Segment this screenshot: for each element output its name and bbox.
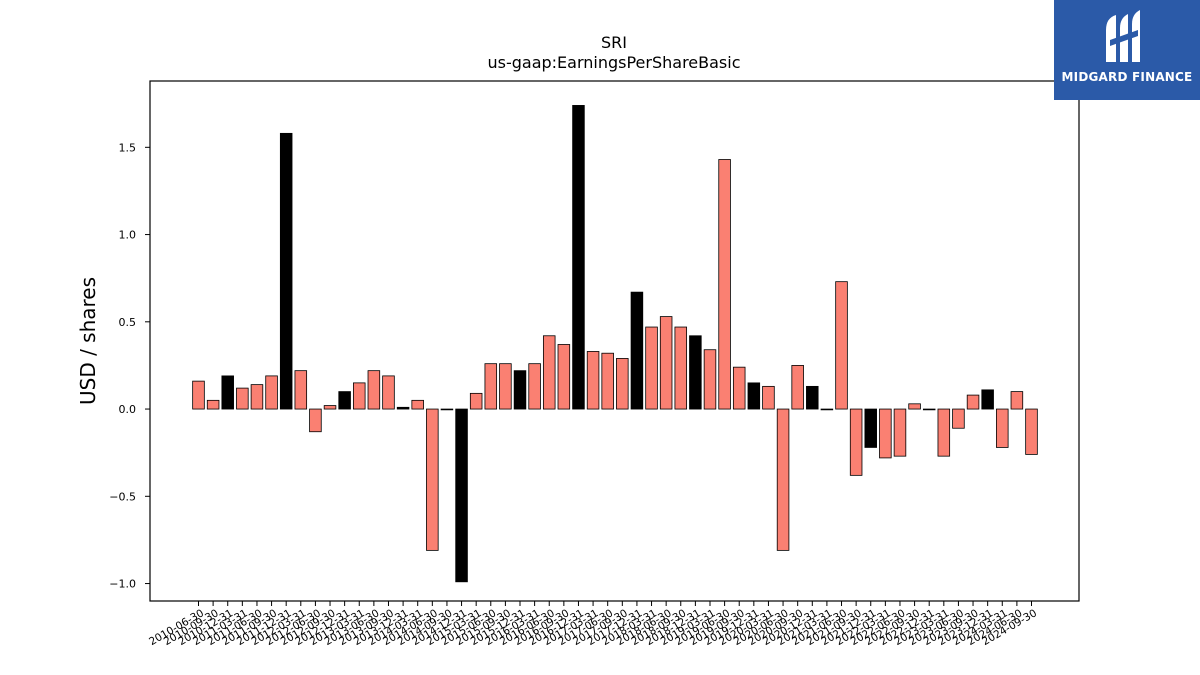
bar-2011-06-30	[250, 384, 264, 410]
bar-2016-12-31	[572, 105, 585, 410]
bar-2012-09-30	[323, 405, 337, 410]
bar-2016-09-30	[557, 344, 571, 410]
y-axis-label: USD / shares	[76, 277, 100, 405]
bar-2012-12-31	[338, 391, 351, 410]
bar-2021-12-31	[864, 408, 877, 448]
bar-2022-09-30	[908, 403, 921, 410]
bar-2010-12-31	[221, 375, 234, 410]
bar-2020-06-30	[776, 408, 790, 551]
bar-2017-03-31	[586, 351, 600, 410]
bar-2023-06-30	[952, 408, 965, 429]
bar-2020-03-31	[762, 385, 775, 410]
bar-2022-03-31	[879, 408, 892, 459]
bar-2017-09-30	[616, 358, 629, 410]
bar-2015-06-30	[484, 363, 498, 410]
y-tick-label: 1.5	[119, 141, 137, 154]
bar-2021-03-31	[820, 408, 834, 411]
bar-2011-12-31	[279, 132, 293, 410]
bar-2020-12-31	[806, 385, 819, 410]
bar-2010-09-30	[206, 399, 220, 410]
bar-2024-03-31	[996, 408, 1009, 448]
y-tick-label: 1.0	[119, 229, 137, 242]
bar-2018-06-30	[659, 316, 673, 410]
y-tick-label: 0.5	[119, 316, 137, 329]
bar-2019-12-31	[747, 382, 761, 410]
logo-text: MIDGARD FINANCE	[1061, 70, 1193, 84]
y-tick-label: −0.5	[109, 490, 136, 503]
bar-2018-09-30	[674, 326, 688, 410]
bar-2016-06-30	[542, 335, 556, 410]
y-tick-label: −1.0	[109, 578, 136, 591]
chart-subtitle: us-gaap:EarningsPerShareBasic	[487, 53, 740, 72]
x-axis: 2010-06-302010-09-302010-12-312011-03-31…	[147, 601, 1039, 648]
bar-2015-03-31	[469, 392, 483, 410]
bar-2024-06-30	[1010, 391, 1024, 410]
bar-2017-12-31	[630, 291, 644, 410]
bar-2011-03-31	[236, 387, 249, 410]
bar-2024-09-30	[1025, 408, 1038, 455]
bar-2012-06-30	[309, 408, 322, 433]
bar-2021-09-30	[849, 408, 863, 476]
bar-2023-03-31	[937, 408, 951, 457]
bar-2019-09-30	[732, 366, 746, 410]
bar-2014-03-31	[411, 399, 424, 410]
bar-2018-03-31	[645, 326, 658, 410]
bar-2021-06-30	[835, 281, 848, 410]
bar-2022-06-30	[893, 408, 907, 457]
bar-2012-03-31	[294, 370, 308, 410]
bar-2023-12-31	[981, 389, 994, 410]
bar-2017-06-30	[601, 352, 614, 410]
bar-2013-09-30	[382, 375, 395, 410]
bar-2019-03-31	[703, 349, 717, 410]
bar-2015-09-30	[499, 363, 512, 410]
bar-2022-12-31	[922, 408, 936, 411]
bar-2016-03-31	[528, 363, 541, 410]
bar-2018-12-31	[689, 335, 702, 410]
bar-2014-09-30	[440, 408, 454, 411]
bar-2011-09-30	[265, 375, 278, 410]
bar-2020-09-30	[791, 365, 804, 410]
plot-frame	[149, 80, 1080, 602]
bar-2013-12-31	[396, 406, 410, 410]
bar-2014-12-31	[455, 408, 468, 583]
bar-2023-09-30	[966, 394, 980, 410]
logo-mark-icon	[1106, 10, 1140, 62]
bar-2013-06-30	[367, 370, 381, 410]
bar-2019-06-30	[718, 159, 731, 410]
y-tick-label: 0.0	[119, 403, 137, 416]
bar-2013-03-31	[353, 382, 366, 410]
chart-title: SRI	[601, 33, 627, 52]
y-axis: −1.0 −0.5 0.0 0.5 1.0 1.5	[109, 141, 150, 591]
bar-2014-06-30	[426, 408, 439, 551]
bars-group	[192, 105, 1038, 583]
brand-logo: MIDGARD FINANCE	[1054, 0, 1200, 100]
bar-2015-12-31	[513, 370, 527, 410]
bar-2010-06-30	[192, 380, 205, 410]
